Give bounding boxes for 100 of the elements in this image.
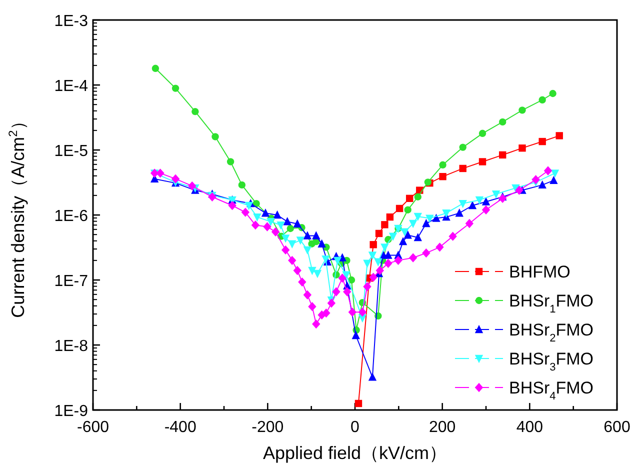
point [478, 130, 486, 138]
point [308, 266, 316, 276]
point [261, 208, 270, 217]
point [459, 144, 466, 151]
point [414, 212, 422, 222]
point [263, 222, 272, 232]
point [442, 209, 450, 218]
point [238, 181, 246, 189]
point [251, 220, 260, 230]
point [281, 245, 290, 255]
point [342, 271, 350, 280]
x-tick-label: -600 [76, 419, 110, 436]
point [384, 250, 392, 259]
point [414, 193, 422, 200]
x-tick-label: -400 [164, 419, 196, 436]
point [156, 168, 164, 178]
point [538, 180, 546, 189]
point [439, 172, 446, 180]
y-tick-label: 1E-6 [54, 208, 88, 225]
point [408, 220, 418, 228]
x-axis-title: Applied field（kV/cm） [262, 443, 448, 463]
point [352, 330, 360, 340]
point [266, 218, 275, 226]
point [244, 202, 253, 210]
point [498, 194, 507, 204]
point [152, 64, 160, 72]
y-tick-label: 1E-8 [54, 338, 88, 355]
point [498, 118, 506, 126]
point [171, 174, 180, 184]
point [550, 170, 560, 178]
point [348, 308, 356, 317]
point [303, 231, 312, 240]
point [327, 298, 336, 308]
point [369, 272, 378, 282]
point [298, 277, 306, 287]
point [276, 221, 285, 230]
point [388, 232, 398, 241]
point [475, 196, 484, 205]
y-tick-label: 1E-4 [54, 78, 88, 95]
point [318, 239, 326, 248]
point [556, 132, 563, 140]
point [384, 258, 392, 268]
point [538, 138, 546, 146]
legend-label: BHSr$_{4}$FMO [509, 378, 594, 402]
legend-label: BHSr$_{2}$FMO [509, 320, 594, 344]
x-tick-label: 600 [604, 419, 630, 436]
point [414, 232, 422, 242]
point [228, 200, 236, 210]
point [363, 260, 372, 268]
point [363, 282, 372, 292]
point [332, 287, 340, 296]
point [271, 227, 280, 236]
point [478, 158, 486, 166]
point [293, 266, 302, 276]
point [358, 308, 367, 317]
legend-label: BHFMO [509, 262, 570, 282]
point [538, 96, 546, 104]
point [380, 244, 389, 252]
point [354, 400, 362, 408]
point [374, 258, 382, 266]
point [400, 228, 409, 236]
point [432, 214, 440, 222]
point [394, 256, 402, 266]
y-tick-label: 1E-5 [54, 143, 88, 160]
point [322, 308, 330, 318]
point [386, 213, 394, 221]
point [288, 256, 296, 266]
point [293, 219, 302, 228]
point [312, 319, 320, 329]
point [518, 144, 526, 152]
point [303, 290, 312, 300]
point [408, 253, 418, 262]
x-tick-label: 200 [428, 419, 456, 436]
point [404, 230, 412, 239]
point [398, 236, 408, 246]
point [381, 221, 388, 228]
x-tick-label: 400 [516, 419, 544, 436]
point [458, 200, 467, 208]
point [518, 106, 526, 114]
point [192, 108, 199, 116]
point [448, 232, 457, 241]
point [468, 200, 477, 210]
point [465, 218, 474, 228]
point [544, 166, 552, 176]
point [253, 213, 262, 222]
point [286, 224, 294, 232]
point [370, 241, 377, 248]
x-tick-label: -200 [252, 419, 284, 436]
point [188, 181, 196, 191]
point [288, 240, 296, 248]
point [436, 242, 444, 252]
point [283, 217, 292, 226]
legend-label: BHSr$_{1}$FMO [509, 292, 594, 316]
point [549, 90, 556, 98]
point [492, 190, 500, 199]
point [172, 84, 180, 92]
point [532, 175, 540, 184]
point [296, 236, 305, 245]
point [422, 248, 430, 258]
point [375, 230, 383, 238]
